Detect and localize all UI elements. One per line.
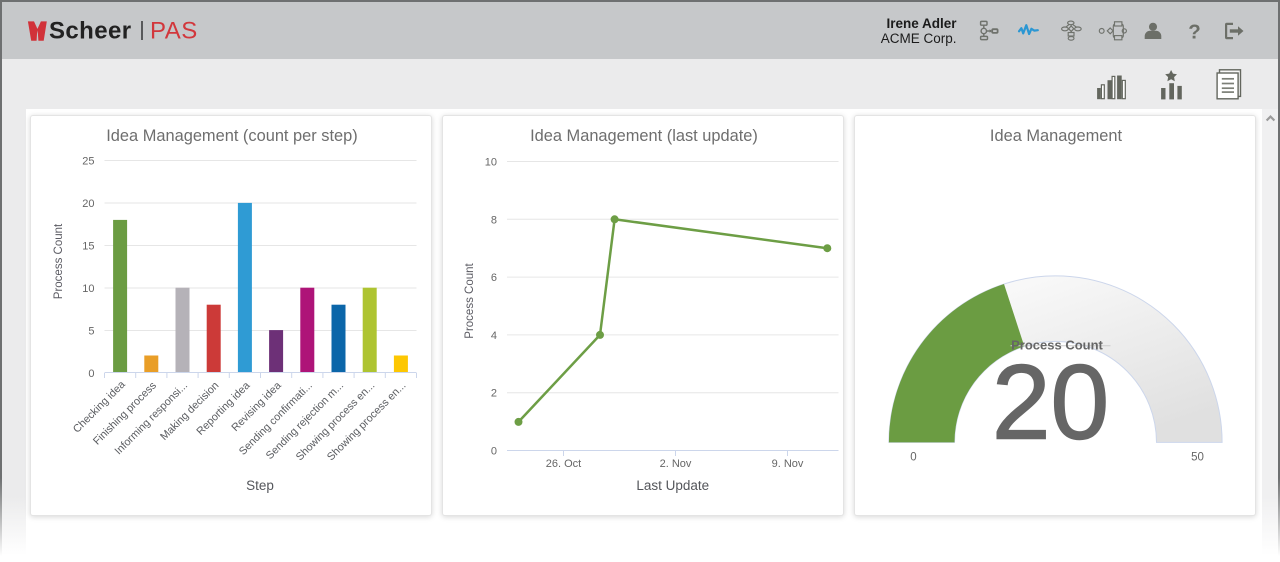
svg-text:Idea Management (last update): Idea Management (last update): [530, 127, 758, 145]
svg-text:Step: Step: [246, 478, 274, 493]
svg-text:Idea Management (count per ste: Idea Management (count per step): [106, 127, 357, 145]
svg-text:9. Nov: 9. Nov: [772, 458, 804, 470]
svg-text:?: ?: [1188, 21, 1201, 44]
svg-text:50: 50: [1191, 452, 1204, 464]
svg-text:Process Count: Process Count: [53, 223, 65, 299]
svg-text:10: 10: [485, 157, 497, 169]
svg-text:PAS: PAS: [150, 18, 198, 45]
svg-text:20: 20: [82, 198, 94, 210]
svg-text:0: 0: [88, 368, 94, 380]
svg-text:Idea Management: Idea Management: [990, 127, 1123, 145]
svg-text:2. Nov: 2. Nov: [660, 458, 692, 470]
svg-text:Process Count: Process Count: [464, 262, 476, 338]
svg-text:5: 5: [88, 326, 94, 338]
svg-text:Process Count: Process Count: [1011, 338, 1103, 353]
svg-text:2: 2: [491, 388, 497, 400]
svg-text:4: 4: [491, 330, 497, 342]
svg-text:8: 8: [491, 214, 497, 226]
svg-text:26. Oct: 26. Oct: [546, 458, 581, 470]
svg-text:25: 25: [82, 156, 94, 168]
svg-text:20: 20: [992, 344, 1109, 462]
svg-text:Last Update: Last Update: [636, 478, 709, 493]
svg-text:15: 15: [82, 241, 94, 253]
svg-text:6: 6: [491, 272, 497, 284]
svg-text:0: 0: [491, 446, 497, 458]
svg-text:10: 10: [82, 283, 94, 295]
svg-text:Scheer: Scheer: [49, 18, 131, 45]
svg-text:0: 0: [910, 452, 916, 464]
